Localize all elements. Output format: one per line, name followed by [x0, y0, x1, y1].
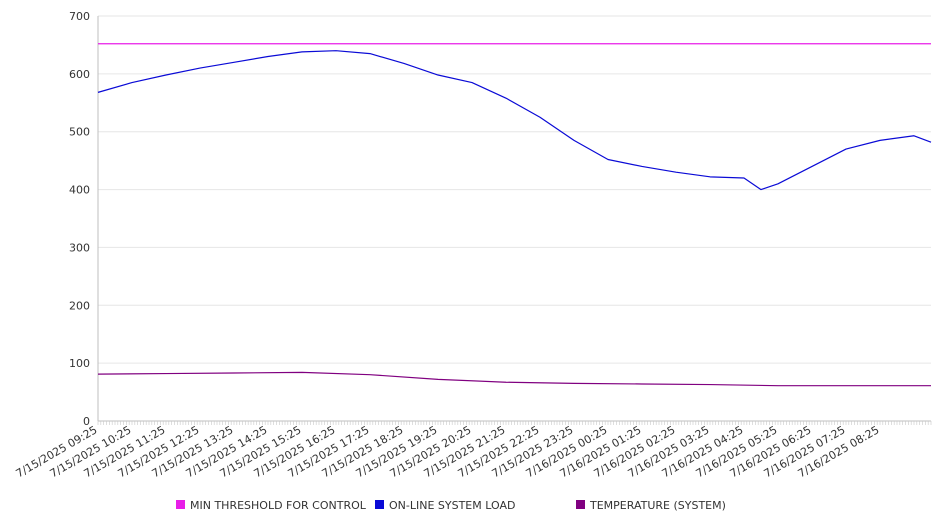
series-line-2 — [97, 50, 932, 191]
y-tick-label: 700 — [69, 10, 90, 23]
legend-label: MIN THRESHOLD FOR CONTROL — [190, 499, 367, 512]
y-tick-label: 600 — [69, 68, 90, 81]
legend-swatch — [375, 500, 384, 509]
series-line-3 — [97, 371, 931, 387]
y-tick-label: 200 — [69, 299, 90, 312]
legend-swatch — [176, 500, 185, 509]
series-lines — [97, 43, 932, 387]
legend-label: TEMPERATURE (SYSTEM) — [589, 499, 726, 512]
y-tick-label: 100 — [69, 357, 90, 370]
y-tick-label: 300 — [69, 241, 90, 254]
y-tick-label: 400 — [69, 184, 90, 197]
legend-label: ON-LINE SYSTEM LOAD — [389, 499, 515, 512]
legend-swatch — [576, 500, 585, 509]
y-tick-label: 500 — [69, 126, 90, 139]
legend: MIN THRESHOLD FOR CONTROL ON-LINE SYSTEM … — [176, 499, 726, 512]
gridlines — [98, 15, 931, 364]
y-tick-label: 0 — [83, 415, 90, 428]
